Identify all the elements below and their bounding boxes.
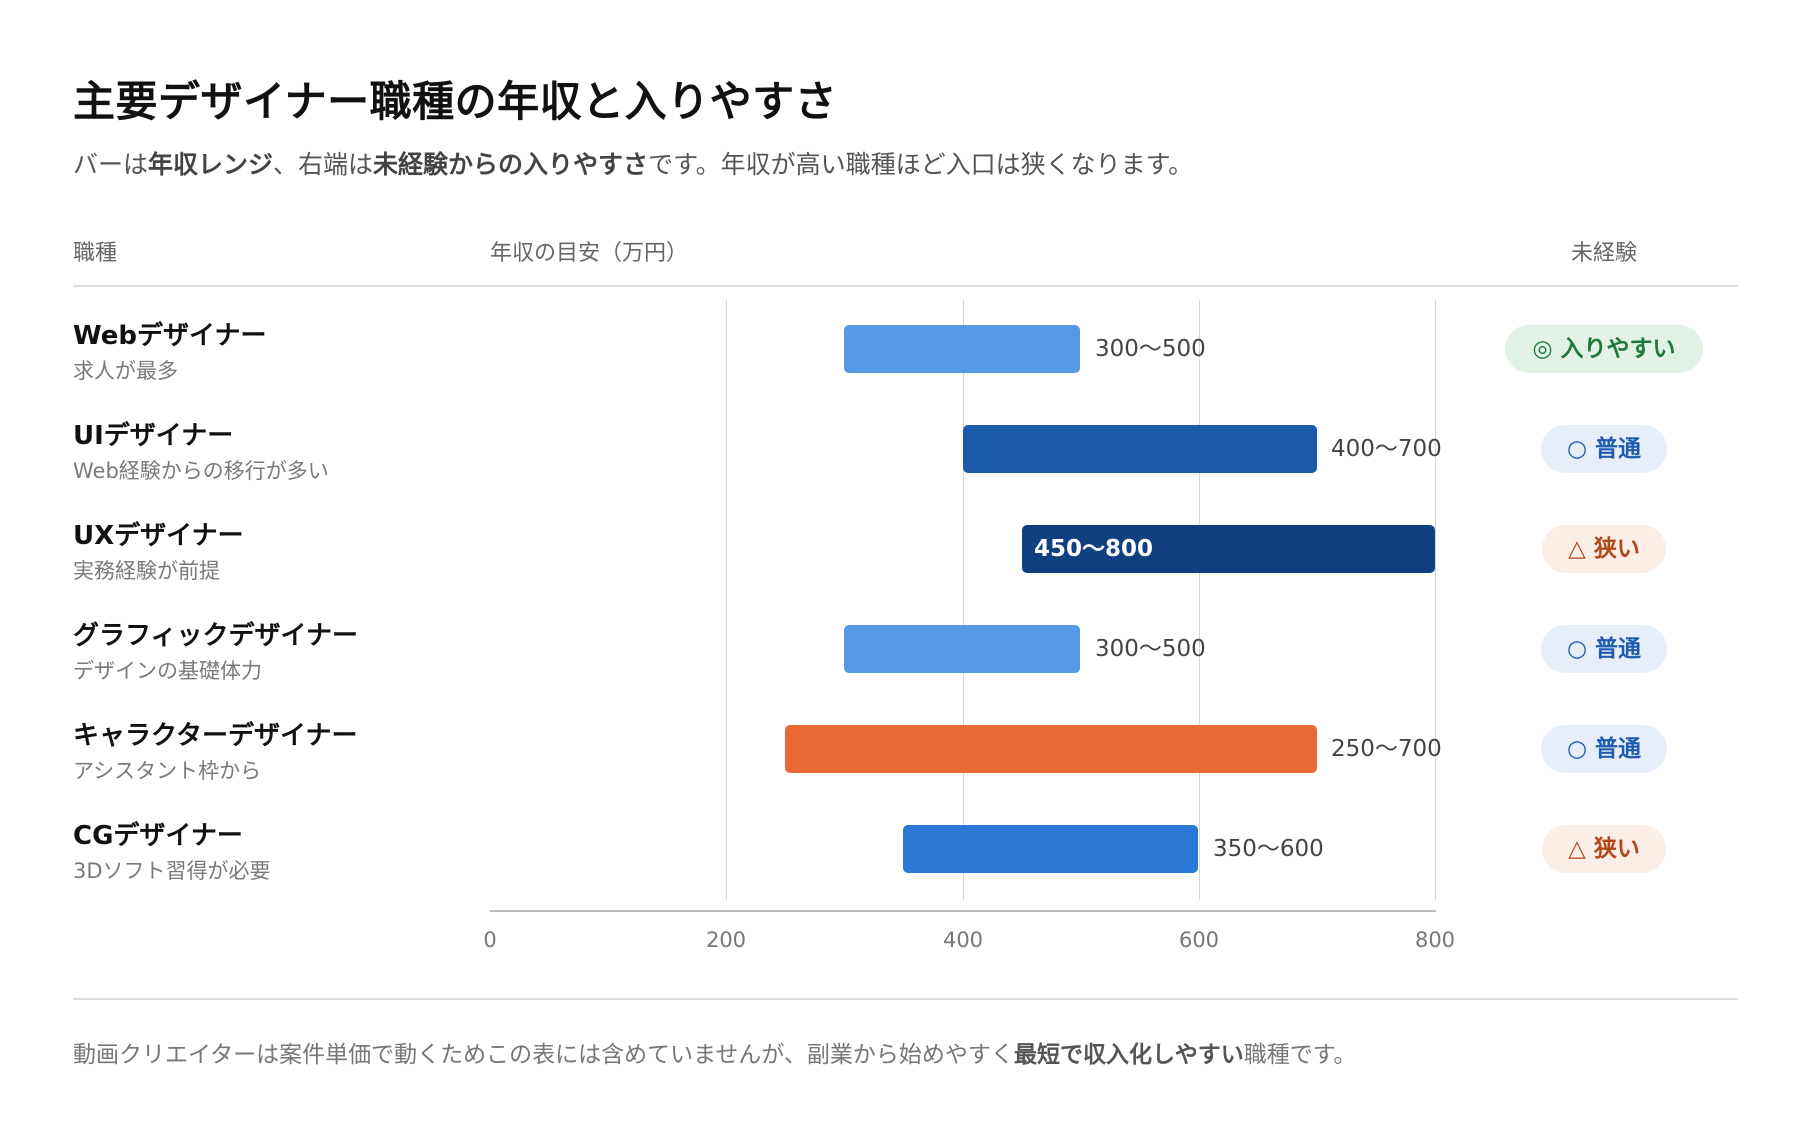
- job-note: アシスタント枠から: [73, 759, 262, 783]
- footer-note: 動画クリエイターは案件単価で動くためこの表には含めていませんが、副業から始めやす…: [73, 1035, 1356, 1069]
- x-tick-label: 400: [942, 928, 984, 952]
- gridline: [963, 300, 964, 900]
- job-name: キャラクターデザイナー: [73, 721, 358, 751]
- salary-range-label: 450〜800: [1034, 536, 1154, 562]
- subtitle-text-3: です。年収が高い職種ほど入口は狭くなります。: [648, 150, 1194, 179]
- salary-range-label: 350〜600: [1213, 836, 1324, 862]
- footer-text-2: 職種です。: [1243, 1042, 1357, 1068]
- footer-text-1: 動画クリエイターは案件単価で動くためこの表には含めていませんが、副業から始めやす…: [73, 1042, 1014, 1068]
- footer-bold: 最短で収入化しやすい: [1013, 1042, 1244, 1068]
- x-axis-line: [490, 910, 1436, 912]
- salary-range-bar[interactable]: [785, 725, 1317, 773]
- salary-range-label: 400〜700: [1331, 436, 1442, 462]
- x-tick-label: 200: [705, 928, 747, 952]
- x-tick-label: 0: [483, 928, 497, 952]
- ease-of-entry-badge: ◎ 入りやすい: [1505, 325, 1703, 373]
- subtitle-bold-2: 未経験からの入りやすさ: [373, 150, 649, 179]
- salary-range-bar[interactable]: [844, 625, 1080, 673]
- gridline: [1199, 300, 1200, 900]
- job-name: グラフィックデザイナー: [73, 621, 358, 651]
- ease-of-entry-badge: ○ 普通: [1541, 425, 1667, 473]
- salary-range-label: 250〜700: [1331, 736, 1442, 762]
- job-note: 3Dソフト習得が必要: [73, 859, 271, 883]
- page-title: 主要デザイナー職種の年収と入りやすさ: [73, 77, 838, 126]
- ease-of-entry-badge: △ 狭い: [1542, 525, 1666, 573]
- ease-of-entry-badge: △ 狭い: [1542, 825, 1666, 873]
- column-header-inexperienced: 未経験: [1570, 241, 1638, 266]
- salary-range-label: 300〜500: [1095, 636, 1206, 662]
- footer-divider: [73, 998, 1738, 1000]
- job-note: Web経験からの移行が多い: [73, 459, 329, 483]
- salary-range-bar[interactable]: [963, 425, 1317, 473]
- job-note: 実務経験が前提: [73, 559, 220, 583]
- x-tick-label: 800: [1414, 928, 1456, 952]
- subtitle-text-1: バーは: [73, 150, 149, 179]
- salary-range-label: 300〜500: [1095, 336, 1206, 362]
- gridline: [1435, 300, 1436, 900]
- salary-range-bar[interactable]: [844, 325, 1080, 373]
- job-note: デザインの基礎体力: [73, 659, 262, 683]
- x-tick-label: 600: [1178, 928, 1220, 952]
- job-name: CGデザイナー: [73, 821, 243, 851]
- job-name: UIデザイナー: [73, 421, 234, 451]
- page-subtitle: バーは年収レンジ、右端は未経験からの入りやすさです。年収が高い職種ほど入口は狭く…: [73, 145, 1193, 181]
- salary-range-bar[interactable]: [903, 825, 1198, 873]
- gridline: [726, 300, 727, 900]
- job-note: 求人が最多: [73, 359, 178, 383]
- ease-of-entry-badge: ○ 普通: [1541, 725, 1667, 773]
- job-name: UXデザイナー: [73, 521, 244, 551]
- column-header-salary: 年収の目安（万円）: [490, 241, 689, 266]
- column-header-job: 職種: [73, 241, 118, 266]
- header-divider: [73, 285, 1738, 287]
- subtitle-bold-1: 年収レンジ: [148, 150, 274, 179]
- salary-range-bar[interactable]: [1022, 525, 1435, 573]
- subtitle-text-2: 、右端は: [273, 150, 374, 179]
- job-name: Webデザイナー: [73, 321, 267, 351]
- ease-of-entry-badge: ○ 普通: [1541, 625, 1667, 673]
